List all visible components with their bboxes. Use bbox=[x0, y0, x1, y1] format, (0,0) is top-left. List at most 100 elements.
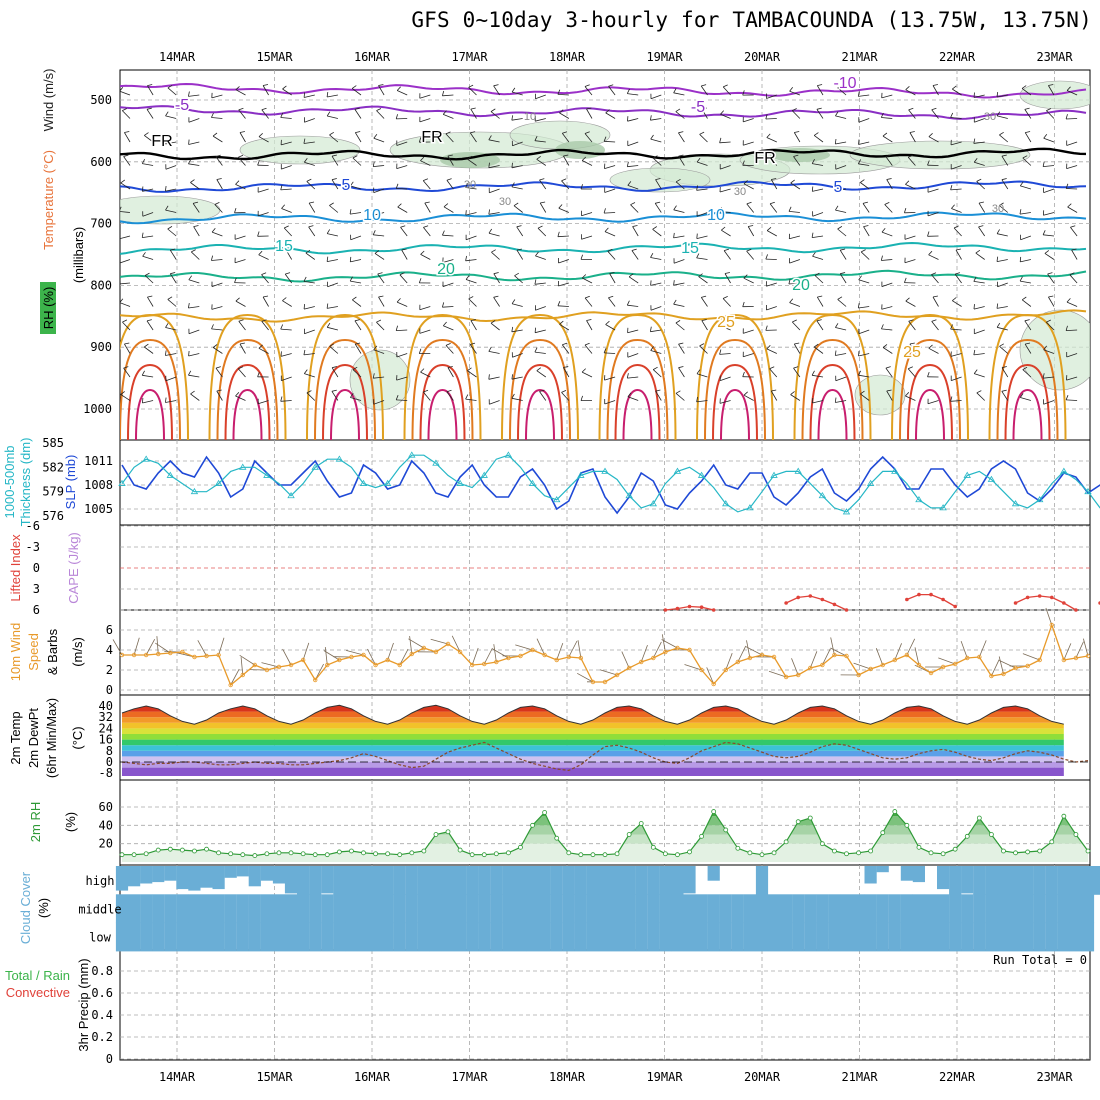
y-tick-slp: 1011 bbox=[84, 454, 113, 468]
wind-barb bbox=[978, 202, 986, 213]
wind10m-marker bbox=[808, 665, 813, 671]
wind-barb-feather bbox=[1065, 395, 1069, 401]
wind-barb bbox=[331, 155, 339, 166]
wind-barb bbox=[493, 85, 500, 96]
wind-barb bbox=[743, 118, 754, 123]
wind-barb-feather bbox=[165, 205, 169, 211]
wind-barb-feather bbox=[1025, 131, 1031, 133]
wind-barb-feather bbox=[349, 256, 352, 262]
thickness-marker bbox=[842, 508, 851, 515]
cloud-cover-bar bbox=[635, 866, 648, 895]
boundary-layer-contour bbox=[801, 338, 864, 440]
wind-barb-feather bbox=[442, 302, 445, 308]
rh2m-marker bbox=[542, 810, 548, 815]
cloud-cover-bar bbox=[562, 922, 575, 952]
wind-barb-feather bbox=[675, 178, 681, 183]
wind-barb bbox=[696, 161, 708, 166]
wind-barb bbox=[512, 141, 523, 147]
cloud-cover-bar bbox=[224, 922, 237, 952]
wind-barb-feather bbox=[931, 272, 937, 275]
wind-barb bbox=[442, 234, 454, 237]
wind-barb bbox=[700, 297, 708, 307]
wind-barb-feather bbox=[1001, 366, 1007, 369]
wind-barb-feather bbox=[771, 389, 777, 392]
wind-barb-feather bbox=[511, 87, 516, 93]
x-date-label-top: 16MAR bbox=[354, 50, 391, 64]
wind-barb-feather bbox=[904, 207, 907, 213]
cloud-cover-bar bbox=[417, 922, 430, 952]
wind10m-marker bbox=[796, 672, 801, 678]
cloud-cover-bar bbox=[985, 866, 998, 895]
wind-barb bbox=[719, 400, 731, 404]
cloud-cover-bar bbox=[1081, 894, 1095, 924]
wind-barb-feather bbox=[608, 84, 614, 87]
cloud-cover-bar bbox=[1069, 922, 1082, 952]
y-tick-wind: 6 bbox=[106, 623, 113, 637]
wind-barb bbox=[673, 235, 685, 239]
wind-barb-feather bbox=[1042, 373, 1045, 379]
ylabel-millibars: (millibars) bbox=[71, 227, 86, 283]
wind-barb bbox=[534, 282, 546, 285]
rh2m-marker bbox=[530, 822, 535, 828]
wind-barb bbox=[790, 182, 801, 190]
rh2m-marker bbox=[469, 852, 475, 858]
wind-barb-feather bbox=[190, 179, 195, 183]
wind10m-marker bbox=[856, 672, 861, 678]
wind-barb bbox=[882, 347, 893, 354]
wind-barb-feather bbox=[141, 370, 145, 376]
wind-barb-feather bbox=[696, 157, 701, 163]
wind-barb bbox=[401, 249, 408, 260]
wind-barb-feather bbox=[144, 132, 149, 136]
wind-barb-feather bbox=[650, 115, 652, 121]
cloud-cover-bar bbox=[731, 922, 744, 952]
wind-barb-feather bbox=[862, 201, 869, 204]
wind-barb bbox=[974, 329, 985, 335]
wind-barb-feather bbox=[238, 319, 244, 322]
wind-barb-feather bbox=[584, 131, 590, 134]
temperature-band bbox=[122, 750, 1064, 757]
wind-barb bbox=[258, 136, 269, 143]
wind-barb-feather bbox=[120, 206, 122, 211]
wind-barb bbox=[327, 115, 338, 119]
wind10m-marker bbox=[892, 657, 897, 663]
cloud-cover-bar bbox=[1045, 894, 1058, 924]
cloud-cover-bar bbox=[236, 866, 249, 877]
wind-barb-feather bbox=[401, 248, 407, 251]
wind-barb bbox=[511, 376, 523, 380]
rh2m-marker bbox=[240, 852, 246, 858]
wind-barb-feather bbox=[814, 272, 820, 276]
wind10m-barb bbox=[821, 648, 831, 666]
wind-barb bbox=[329, 134, 339, 143]
wind-barb-feather bbox=[280, 112, 284, 118]
wind-barb bbox=[188, 306, 200, 309]
cloud-cover-bar bbox=[429, 922, 442, 952]
cloud-cover-bar bbox=[876, 922, 889, 952]
wind-barb bbox=[304, 329, 315, 335]
rh2m-marker bbox=[204, 846, 209, 852]
rh-band bbox=[122, 816, 1088, 826]
wind-barb-feather bbox=[701, 295, 707, 298]
cloud-cover-bar bbox=[454, 866, 467, 895]
cloud-cover-bar bbox=[152, 866, 165, 883]
wind-barb bbox=[304, 118, 315, 123]
wind-barb-feather bbox=[951, 204, 955, 209]
wind-barb-feather bbox=[722, 296, 728, 299]
cloud-cover-bar bbox=[864, 894, 877, 924]
wind-barb-feather bbox=[721, 226, 726, 231]
wind-barb-feather bbox=[374, 250, 380, 254]
wind-barb-feather bbox=[1021, 85, 1027, 89]
cloud-cover-bar bbox=[755, 894, 769, 924]
cloud-cover-bar bbox=[816, 922, 829, 952]
wind-barb bbox=[281, 376, 292, 381]
wind-barb bbox=[974, 161, 985, 166]
wind-barb bbox=[350, 397, 362, 401]
wind-barb bbox=[188, 118, 200, 123]
wind-barb-feather bbox=[280, 184, 283, 191]
cloud-cover-bar bbox=[188, 922, 201, 952]
wind-barb-feather bbox=[1071, 248, 1077, 251]
cloud-cover-bar bbox=[695, 894, 708, 924]
wind-barb bbox=[905, 300, 916, 307]
wind-barb bbox=[1043, 349, 1055, 354]
wind-barb bbox=[770, 179, 778, 190]
boundary-layer-contour bbox=[120, 313, 189, 440]
